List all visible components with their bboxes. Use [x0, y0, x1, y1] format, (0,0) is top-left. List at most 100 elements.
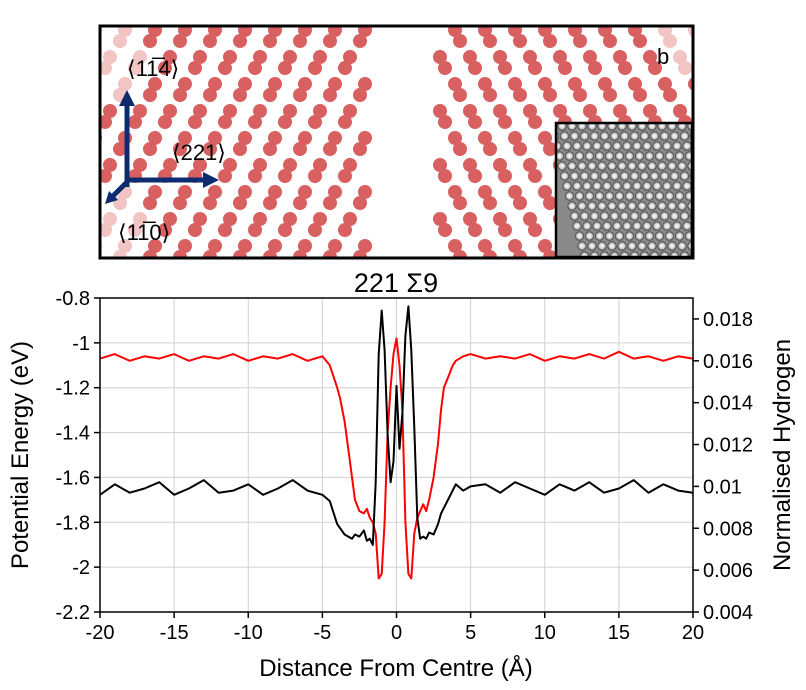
- inset-dot-177: [695, 231, 704, 240]
- inset-dot-153: [602, 221, 612, 231]
- inset-dot-105: [564, 191, 575, 201]
- inset-dot-161: [682, 221, 691, 231]
- series-line-1: [100, 305, 693, 546]
- hrtem-inset: [554, 121, 719, 259]
- inset-dot-10: [647, 124, 657, 131]
- inset-dot-112: [634, 191, 645, 201]
- y-tick-label-left: -1.2: [56, 378, 90, 400]
- inset-dot-123: [597, 201, 607, 211]
- inset-dot-168: [604, 231, 615, 241]
- atom-108: [628, 77, 642, 91]
- inset-dot-195: [579, 251, 590, 256]
- atom-106: [598, 77, 612, 91]
- inset-dot-30: [557, 141, 562, 151]
- atom-132: [433, 104, 447, 118]
- inset-dot-160: [672, 221, 682, 231]
- atom-102: [538, 77, 552, 91]
- atom-171: [353, 142, 367, 156]
- atom-107: [603, 88, 617, 102]
- x-axis-label: Distance From Centre (Å): [259, 654, 532, 682]
- inset-dot-155: [622, 221, 632, 231]
- inset-dot-93: [592, 181, 602, 191]
- atom-191: [101, 169, 112, 183]
- atom-69: [618, 61, 632, 75]
- inset-dot-22: [619, 131, 630, 141]
- inset-dot-77: [579, 171, 590, 181]
- inset-dot-198: [609, 251, 620, 256]
- x-tick-label: -10: [234, 622, 263, 644]
- atom-249: [453, 196, 467, 210]
- inset-dot-58: [684, 151, 691, 161]
- atom-59: [468, 61, 482, 75]
- inset-dot-92: [582, 181, 592, 191]
- atom-101: [513, 88, 527, 102]
- atom-203: [278, 169, 292, 183]
- atom-92: [328, 77, 342, 91]
- atom-19: [353, 34, 367, 48]
- atom-110: [658, 77, 672, 91]
- atom-172: [448, 131, 462, 145]
- atom-70: [643, 50, 657, 64]
- atom-168: [328, 131, 342, 145]
- inset-dot-104: [702, 181, 711, 190]
- inset-dot-140: [619, 211, 630, 221]
- inset-dot-24: [639, 131, 650, 141]
- atom-200: [253, 158, 267, 172]
- atom-140: [553, 104, 567, 118]
- inset-dot-134: [707, 201, 716, 210]
- atom-214: [523, 158, 537, 172]
- orientation-label-out: ⟨221⟩: [172, 140, 226, 165]
- inset-dot-150: [572, 221, 582, 231]
- atom-279: [278, 223, 292, 237]
- inset-dot-87: [679, 171, 690, 181]
- atom-233: [143, 196, 157, 210]
- atom-159: [173, 142, 187, 156]
- atom-208: [433, 158, 447, 172]
- inset-dot-35: [602, 141, 612, 151]
- atom-237: [203, 196, 217, 210]
- atom-232: [148, 185, 162, 199]
- atom-209: [438, 169, 452, 183]
- inset-dot-2: [567, 124, 577, 131]
- inset-dot-197: [599, 251, 610, 256]
- inset-dot-102: [682, 181, 691, 191]
- atom-275: [218, 223, 232, 237]
- atom-144: [613, 104, 627, 118]
- inset-dot-203: [659, 251, 670, 256]
- atom-52: [313, 50, 327, 64]
- atom-75: [708, 61, 722, 75]
- inset-dot-28: [679, 131, 690, 141]
- inset-dot-45: [557, 151, 565, 161]
- inset-dot-113: [644, 191, 655, 201]
- inset-dot-146: [679, 211, 690, 221]
- atom-267: [101, 223, 112, 237]
- atom-146: [643, 104, 657, 118]
- atom-207: [338, 169, 352, 183]
- atom-67: [588, 61, 602, 75]
- inset-dot-137: [589, 211, 600, 221]
- inset-dot-12: [667, 124, 677, 131]
- inset-dot-74: [697, 161, 706, 170]
- atom-306: [118, 239, 132, 253]
- inset-dot-187: [647, 241, 657, 251]
- inset-dot-176: [684, 231, 691, 241]
- atom-276: [253, 212, 267, 226]
- inset-dot-64: [597, 161, 607, 171]
- atom-29: [573, 34, 587, 48]
- inset-dot-41: [662, 141, 672, 151]
- y-tick-label-left: -1.4: [56, 423, 90, 445]
- atom-84: [208, 77, 222, 91]
- atom-286: [463, 212, 477, 226]
- inset-dot-42: [672, 141, 682, 151]
- inset-dot-201: [639, 251, 650, 256]
- inset-dot-166: [584, 231, 595, 241]
- atom-251: [483, 196, 497, 210]
- atom-291: [528, 223, 542, 237]
- y-tick-label-right: 0.004: [703, 602, 753, 624]
- atom-323: [353, 250, 367, 257]
- inset-dot-71: [667, 161, 677, 171]
- inset-dot-15: [557, 132, 560, 140]
- inset-dot-149: [710, 211, 719, 220]
- atom-31: [603, 34, 617, 48]
- atom-162: [238, 131, 252, 145]
